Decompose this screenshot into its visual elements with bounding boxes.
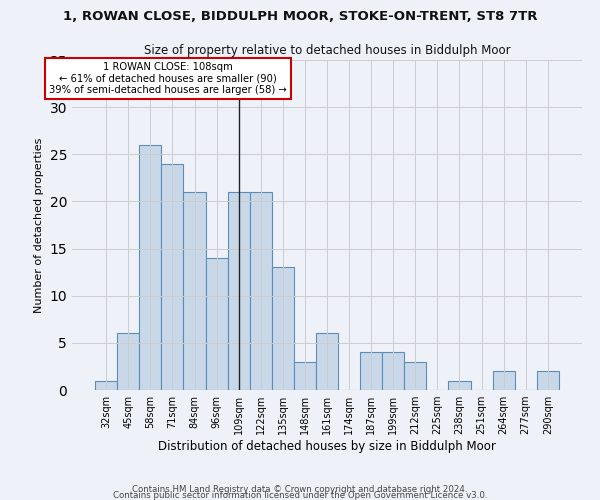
Text: 1 ROWAN CLOSE: 108sqm
← 61% of detached houses are smaller (90)
39% of semi-deta: 1 ROWAN CLOSE: 108sqm ← 61% of detached … — [49, 62, 287, 95]
Bar — [448, 380, 470, 390]
Bar — [250, 192, 272, 390]
Bar — [184, 192, 206, 390]
Bar — [227, 192, 250, 390]
Bar — [272, 268, 294, 390]
Bar — [382, 352, 404, 390]
Bar — [493, 371, 515, 390]
Bar — [95, 380, 117, 390]
Bar — [404, 362, 427, 390]
Bar — [117, 334, 139, 390]
Text: 1, ROWAN CLOSE, BIDDULPH MOOR, STOKE-ON-TRENT, ST8 7TR: 1, ROWAN CLOSE, BIDDULPH MOOR, STOKE-ON-… — [63, 10, 537, 23]
Bar — [161, 164, 184, 390]
Bar — [206, 258, 227, 390]
Text: Contains HM Land Registry data © Crown copyright and database right 2024.: Contains HM Land Registry data © Crown c… — [132, 484, 468, 494]
Text: Contains public sector information licensed under the Open Government Licence v3: Contains public sector information licen… — [113, 490, 487, 500]
X-axis label: Distribution of detached houses by size in Biddulph Moor: Distribution of detached houses by size … — [158, 440, 496, 453]
Title: Size of property relative to detached houses in Biddulph Moor: Size of property relative to detached ho… — [143, 44, 511, 58]
Bar — [316, 334, 338, 390]
Bar — [537, 371, 559, 390]
Y-axis label: Number of detached properties: Number of detached properties — [34, 138, 44, 312]
Bar — [360, 352, 382, 390]
Bar — [294, 362, 316, 390]
Bar — [139, 145, 161, 390]
